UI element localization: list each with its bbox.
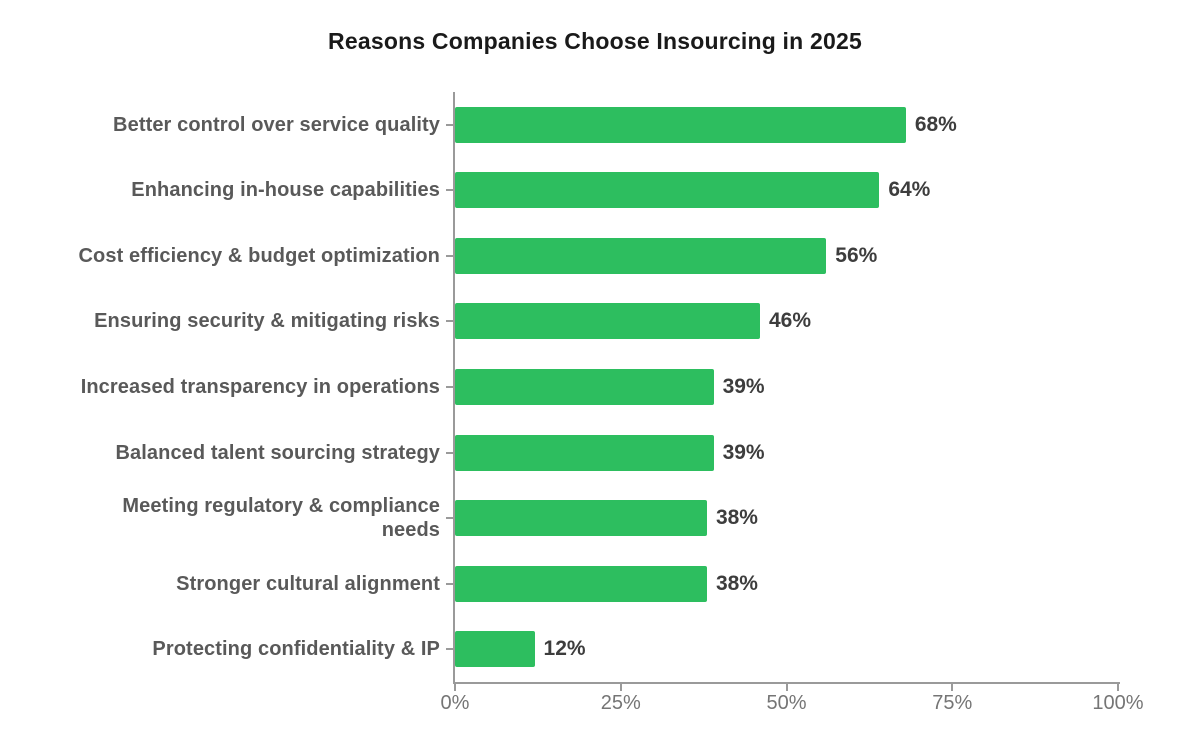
bar (455, 631, 535, 668)
bar-track: 39% (455, 420, 1118, 486)
x-tick-label: 100% (1092, 692, 1144, 714)
bar-track: 46% (455, 289, 1118, 355)
bar (455, 434, 714, 471)
x-tick-label: 75% (932, 692, 973, 714)
y-tick-mark (446, 582, 453, 585)
value-label: 46% (768, 309, 811, 333)
y-axis-line (453, 92, 455, 684)
bar (455, 106, 906, 143)
value-label: 56% (835, 243, 878, 267)
y-tick-mark (446, 451, 453, 454)
x-tick-mark (785, 684, 788, 691)
category-label: Stronger cultural alignment (176, 572, 440, 595)
bar-row: Better control over service quality 68% (0, 92, 1190, 158)
y-tick-mark (446, 254, 453, 257)
category-label: Balanced talent sourcing strategy (115, 441, 440, 464)
y-tick-mark (446, 189, 453, 192)
bar-row: Balanced talent sourcing strategy 39% (0, 420, 1190, 486)
bar (455, 172, 880, 209)
bar-row: Enhancing in-house capabilities 64% (0, 158, 1190, 224)
x-tick-mark (454, 684, 456, 691)
y-tick-mark (446, 123, 453, 126)
bar-track: 38% (455, 551, 1118, 617)
bar-row: Increased transparency in operations 39% (0, 354, 1190, 420)
category-label: Enhancing in-house capabilities (131, 179, 440, 202)
bar-track: 68% (455, 92, 1118, 158)
value-label: 68% (914, 112, 957, 136)
bar-track: 39% (455, 354, 1118, 420)
category-label: Ensuring security & mitigating risks (94, 310, 440, 333)
bar (455, 303, 760, 340)
y-tick-mark (446, 517, 453, 520)
bar-row: Protecting confidentiality & IP 12% (0, 616, 1190, 682)
chart-title: Reasons Companies Choose Insourcing in 2… (328, 28, 862, 54)
bar-row: Meeting regulatory & compliance needs 38% (0, 485, 1190, 551)
value-label: 39% (722, 374, 765, 398)
bar-track: 38% (455, 485, 1118, 551)
value-label: 64% (888, 178, 931, 202)
bar (455, 237, 827, 274)
bar-row: Stronger cultural alignment 38% (0, 551, 1190, 617)
value-label: 12% (543, 637, 586, 661)
y-tick-mark (446, 648, 453, 651)
x-tick-mark (619, 684, 622, 691)
category-label: Cost efficiency & budget optimization (78, 244, 440, 267)
y-tick-mark (446, 320, 453, 323)
x-tick-mark (1117, 684, 1119, 691)
value-label: 38% (715, 571, 758, 595)
value-label: 38% (715, 506, 758, 530)
category-label: Increased transparency in operations (80, 375, 440, 398)
bar (455, 565, 707, 602)
bar (455, 368, 714, 405)
category-label: Meeting regulatory & compliance needs (122, 495, 440, 542)
bar-track: 12% (455, 616, 1118, 682)
category-label: Protecting confidentiality & IP (152, 638, 440, 661)
x-tick-mark (951, 684, 954, 691)
x-tick-label: 50% (766, 692, 807, 714)
bar-row: Ensuring security & mitigating risks 46% (0, 289, 1190, 355)
x-tick-label: 0% (440, 692, 470, 714)
bar-row: Cost efficiency & budget optimization 56% (0, 223, 1190, 289)
bar (455, 500, 707, 537)
x-axis-line (453, 682, 1120, 684)
value-label: 39% (722, 440, 765, 464)
bar-track: 64% (455, 158, 1118, 224)
bar-track: 56% (455, 223, 1118, 289)
y-tick-mark (446, 385, 453, 388)
category-label: Better control over service quality (113, 113, 440, 136)
x-tick-label: 25% (600, 692, 641, 714)
